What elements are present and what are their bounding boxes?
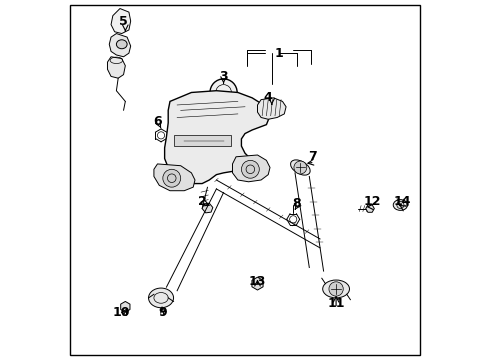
Polygon shape — [217, 93, 232, 105]
Ellipse shape — [393, 200, 408, 210]
Ellipse shape — [117, 40, 127, 49]
Circle shape — [329, 282, 343, 296]
Text: 2: 2 — [198, 195, 206, 208]
Ellipse shape — [148, 288, 173, 308]
Polygon shape — [121, 301, 130, 312]
Circle shape — [397, 202, 404, 208]
Text: 9: 9 — [159, 306, 167, 319]
Text: 1: 1 — [274, 47, 283, 60]
Text: 5: 5 — [119, 14, 128, 27]
Text: 6: 6 — [153, 114, 162, 127]
Polygon shape — [202, 203, 213, 213]
Polygon shape — [154, 164, 195, 191]
Circle shape — [210, 79, 237, 106]
Circle shape — [242, 160, 259, 178]
Polygon shape — [252, 277, 263, 290]
Polygon shape — [366, 205, 374, 212]
Text: 7: 7 — [309, 150, 317, 163]
Text: 3: 3 — [219, 70, 228, 83]
Text: 10: 10 — [113, 306, 130, 319]
Polygon shape — [258, 98, 286, 119]
Circle shape — [294, 161, 307, 174]
Polygon shape — [165, 91, 270, 184]
Polygon shape — [111, 9, 131, 33]
Ellipse shape — [291, 160, 310, 175]
Ellipse shape — [323, 280, 349, 298]
Text: 13: 13 — [249, 275, 266, 288]
Text: 4: 4 — [264, 91, 272, 104]
Polygon shape — [109, 33, 131, 57]
Text: 12: 12 — [363, 195, 381, 208]
Polygon shape — [173, 135, 231, 146]
Text: 8: 8 — [293, 197, 301, 210]
Circle shape — [163, 169, 181, 187]
Polygon shape — [232, 155, 270, 182]
Text: 14: 14 — [393, 195, 411, 208]
Polygon shape — [107, 57, 125, 78]
Text: 11: 11 — [327, 297, 345, 310]
